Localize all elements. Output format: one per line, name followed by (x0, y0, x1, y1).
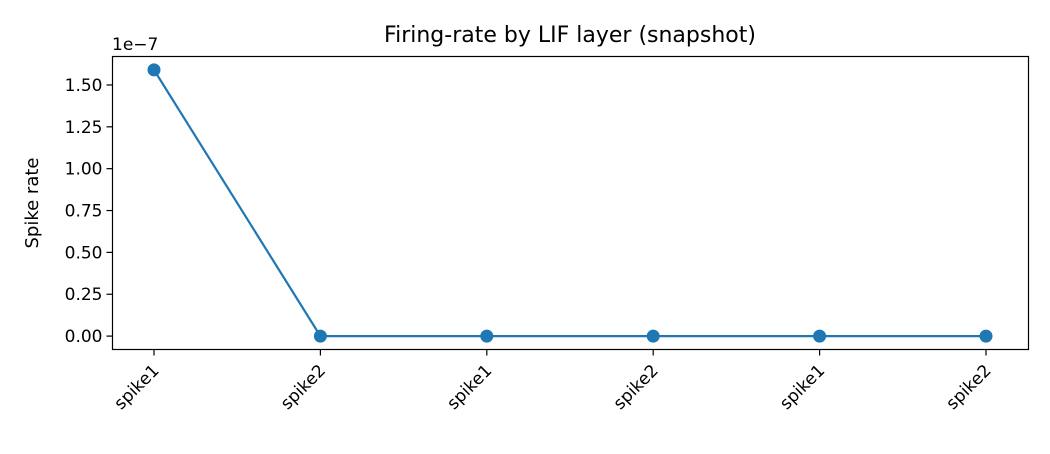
x-tick-label: spike2 (610, 361, 663, 414)
y-tick-label: 0.00 (65, 327, 103, 347)
x-tick-label: spike1 (111, 361, 164, 414)
x-tick-label: spike1 (443, 361, 496, 414)
data-point (147, 63, 161, 77)
y-axis-label: Spike rate (22, 158, 43, 249)
data-layer (147, 63, 993, 343)
y-offset-label: 1e−7 (112, 35, 158, 55)
x-tick-label: spike2 (943, 361, 996, 414)
ticks-layer: 0.00 0.25 0.50 0.75 1.00 1.25 1.50 spike1 spike2… (65, 76, 996, 414)
data-point (480, 329, 494, 343)
data-point (646, 329, 660, 343)
plot-frame (111, 55, 1030, 351)
x-tick-label: spike2 (277, 361, 330, 414)
data-point (979, 329, 993, 343)
y-tick-label: 1.00 (65, 160, 103, 180)
series-line (152, 68, 988, 338)
y-tick-label: 0.25 (65, 285, 103, 305)
y-tick-label: 1.25 (65, 118, 103, 138)
x-tick-label: spike1 (776, 361, 829, 414)
data-point (313, 329, 327, 343)
chart-title: Firing-rate by LIF layer (snapshot) (384, 23, 756, 48)
data-point (813, 329, 827, 343)
y-tick-label: 0.50 (65, 243, 103, 263)
y-tick-label: 1.50 (65, 76, 103, 96)
y-tick-label: 0.75 (65, 202, 103, 222)
